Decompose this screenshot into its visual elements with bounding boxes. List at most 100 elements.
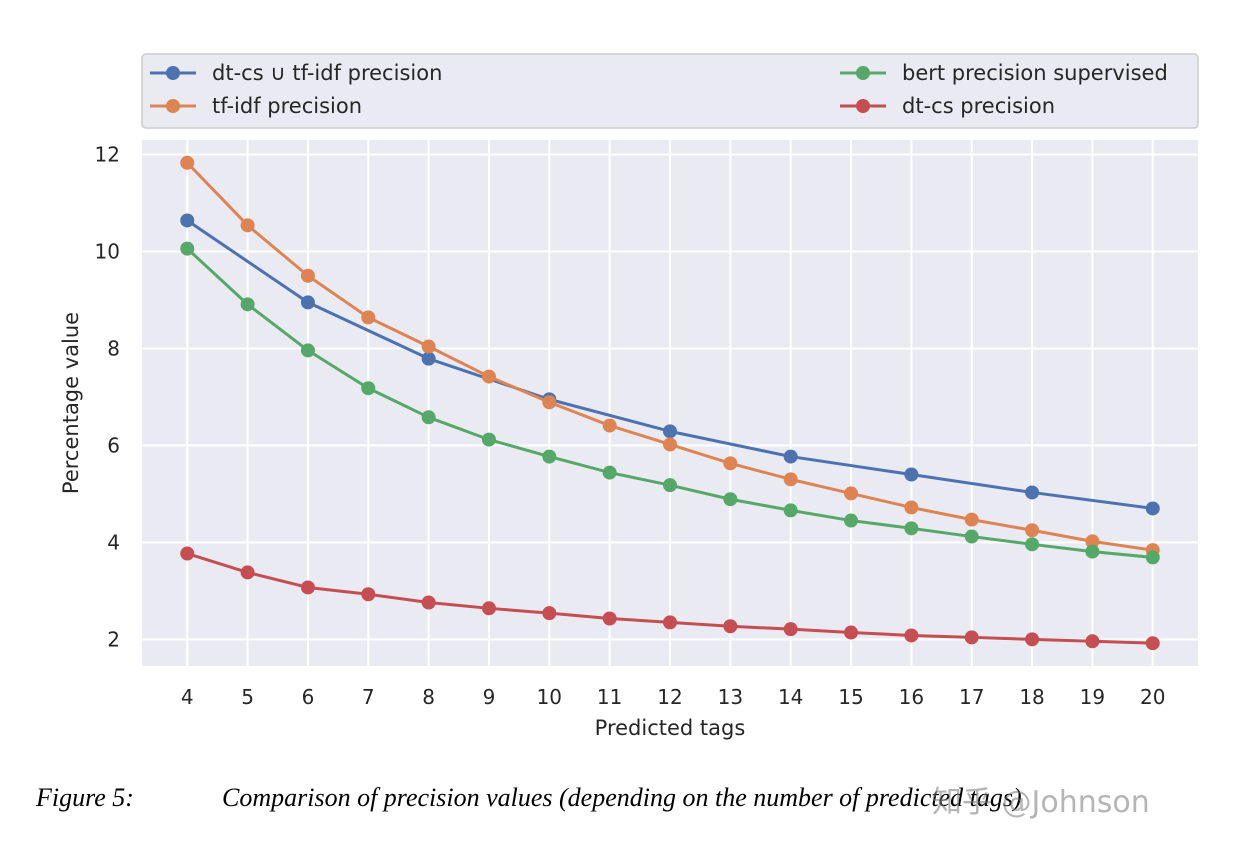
x-tick-label: 10	[537, 685, 562, 709]
data-point	[421, 595, 436, 610]
data-point	[964, 529, 979, 544]
series-group	[180, 155, 1160, 651]
data-point	[481, 369, 496, 384]
x-tick-label: 18	[1019, 685, 1044, 709]
data-point	[844, 486, 859, 501]
x-axis-label: Predicted tags	[595, 716, 746, 740]
y-tick-label: 8	[107, 336, 120, 360]
legend-label: tf-idf precision	[212, 94, 362, 118]
x-tick-label: 16	[899, 685, 924, 709]
x-tick-label: 5	[241, 685, 254, 709]
data-point	[1025, 523, 1040, 538]
data-point	[240, 565, 255, 580]
x-tick-label: 14	[778, 685, 803, 709]
data-point	[723, 492, 738, 507]
data-point	[783, 449, 798, 464]
series-2	[180, 241, 1160, 565]
y-axis-label: Percentage value	[59, 312, 83, 494]
data-point	[602, 418, 617, 433]
legend-marker-icon	[856, 99, 870, 113]
data-point	[180, 546, 195, 561]
x-tick-label: 15	[838, 685, 863, 709]
data-point	[1145, 550, 1160, 565]
data-point	[421, 339, 436, 354]
figure-caption-text: Comparison of precision values (dependin…	[222, 783, 1022, 812]
data-point	[1025, 632, 1040, 647]
x-tick-label: 6	[302, 685, 315, 709]
legend-marker-icon	[856, 66, 870, 80]
x-tick-label: 12	[657, 685, 682, 709]
series-1	[180, 155, 1160, 558]
legend-marker-icon	[166, 99, 180, 113]
series-0	[180, 213, 1160, 516]
data-point	[723, 456, 738, 471]
y-tick-label: 12	[95, 143, 120, 167]
x-tick-label: 8	[422, 685, 435, 709]
data-point	[361, 381, 376, 396]
y-ticks: 2 4 6 8 10 12	[95, 143, 120, 652]
data-point	[300, 343, 315, 358]
data-point	[300, 268, 315, 283]
data-point	[180, 213, 195, 228]
data-point	[663, 615, 677, 630]
legend-marker-icon	[166, 66, 180, 80]
data-point	[361, 310, 376, 325]
line-chart: 4 5 6 7 8 9 10 11 12 13 14 15 16 17 18 19 20 2 4 6 8 10 12 Pr…	[59, 53, 1199, 740]
data-point	[542, 395, 557, 410]
data-point	[904, 500, 919, 515]
data-point	[904, 628, 919, 643]
data-point	[1085, 634, 1100, 649]
data-point	[904, 467, 919, 482]
data-point	[481, 432, 496, 447]
data-point	[542, 449, 557, 464]
data-point	[1025, 485, 1040, 500]
data-point	[361, 587, 376, 602]
data-point	[844, 513, 859, 528]
data-point	[783, 622, 798, 637]
data-point	[663, 424, 677, 439]
data-point	[300, 295, 315, 310]
data-point	[240, 297, 255, 312]
data-point	[723, 619, 738, 634]
data-point	[663, 437, 677, 452]
data-point	[964, 630, 979, 645]
data-point	[783, 503, 798, 518]
data-point	[542, 606, 557, 621]
data-point	[300, 580, 315, 595]
x-tick-label: 19	[1080, 685, 1105, 709]
y-tick-label: 10	[95, 240, 120, 264]
series-3	[180, 546, 1160, 651]
data-point	[421, 410, 436, 425]
data-point	[602, 465, 617, 480]
legend-label: dt-cs precision	[902, 94, 1055, 118]
data-point	[240, 218, 255, 233]
data-point	[1085, 544, 1100, 559]
data-point	[844, 625, 859, 640]
data-point	[180, 241, 195, 256]
legend-item-dt-cs: dt-cs precision	[840, 94, 1055, 118]
x-tick-label: 9	[483, 685, 496, 709]
data-point	[1085, 534, 1100, 549]
data-point	[783, 472, 798, 487]
watermark: 知乎 @Johnson	[932, 785, 1150, 820]
figure-caption-label: Figure 5:	[36, 783, 134, 812]
data-point	[421, 351, 436, 366]
legend-label: dt-cs ∪ tf-idf precision	[212, 61, 442, 85]
y-tick-label: 4	[107, 530, 120, 554]
x-tick-label: 17	[959, 685, 984, 709]
data-point	[904, 521, 919, 536]
data-point	[964, 512, 979, 527]
x-tick-label: 7	[362, 685, 375, 709]
data-point	[481, 601, 496, 616]
x-ticks: 4 5 6 7 8 9 10 11 12 13 14 15 16 17 18 19 20	[181, 685, 1166, 709]
data-point	[1145, 636, 1160, 651]
data-point	[1025, 537, 1040, 552]
legend: dt-cs ∪ tf-idf precision tf-idf precisio…	[141, 53, 1199, 129]
x-tick-label: 20	[1140, 685, 1165, 709]
y-tick-label: 6	[107, 433, 120, 457]
x-tick-label: 11	[597, 685, 622, 709]
legend-item-tf-idf: tf-idf precision	[150, 94, 362, 118]
data-point	[1145, 501, 1160, 516]
data-point	[663, 478, 677, 493]
legend-item-dt-cs-union-tf-idf: dt-cs ∪ tf-idf precision	[150, 61, 442, 85]
